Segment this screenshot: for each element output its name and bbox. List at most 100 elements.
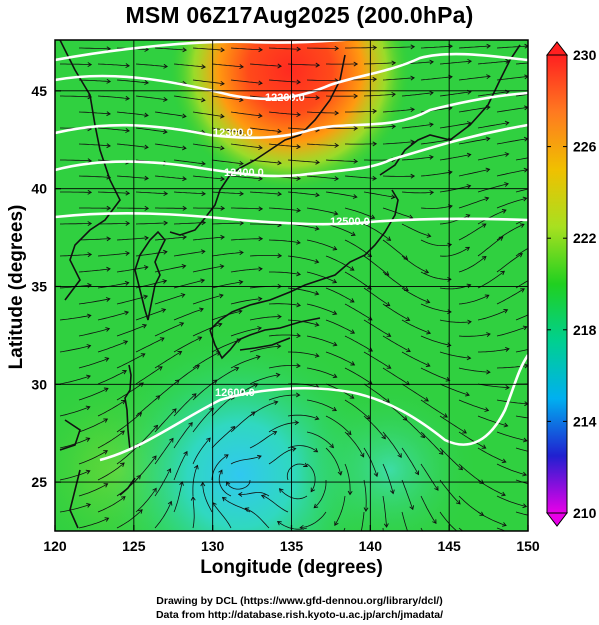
streamline-arrowhead	[294, 420, 300, 426]
x-tick-label: 125	[122, 538, 146, 554]
streamline	[230, 111, 262, 117]
streamline-arrowhead	[332, 341, 338, 347]
streamline	[515, 247, 528, 257]
colorbar-tick-label: 214	[573, 413, 597, 429]
streamline	[306, 335, 337, 346]
streamline	[173, 422, 193, 449]
streamline-arrowhead	[543, 344, 547, 348]
streamline	[173, 250, 205, 257]
streamline	[334, 495, 346, 526]
streamline	[97, 191, 130, 194]
streamline	[268, 303, 301, 306]
streamline	[97, 462, 125, 481]
streamline-arrowhead	[429, 90, 434, 96]
streamline	[478, 348, 510, 353]
streamline-arrowhead	[333, 210, 339, 216]
streamline-arrowhead	[221, 496, 227, 502]
streamline	[439, 154, 471, 161]
streamline-arrowhead	[350, 361, 356, 366]
streamline-arrowhead	[258, 206, 264, 212]
streamline	[135, 95, 168, 101]
streamline-arrowhead	[410, 107, 415, 113]
streamline	[401, 319, 431, 334]
streamline	[458, 294, 489, 305]
streamline-arrowhead	[313, 503, 319, 509]
streamline-arrowhead	[87, 158, 93, 164]
streamline-arrowhead	[258, 80, 263, 86]
streamline	[439, 415, 467, 434]
streamline-arrowhead	[410, 173, 416, 179]
streamline-arrowhead	[504, 182, 509, 187]
streamline	[458, 138, 490, 145]
streamline-arrowhead	[103, 483, 109, 488]
streamline	[202, 482, 213, 513]
streamline	[439, 511, 458, 531]
streamline-arrowhead	[122, 369, 127, 375]
x-tick-label: 145	[437, 538, 461, 554]
streamline-arrowhead	[219, 264, 225, 270]
streamline	[154, 468, 171, 497]
streamline	[306, 431, 334, 448]
streamline	[78, 388, 109, 401]
streamline-arrowhead	[467, 58, 472, 64]
streamlines	[59, 43, 547, 531]
streamline	[401, 223, 431, 237]
streamline	[268, 334, 301, 337]
streamline-arrowhead	[215, 351, 221, 356]
streamline-arrowhead	[163, 220, 169, 226]
streamline	[116, 175, 149, 179]
streamline	[458, 256, 487, 273]
streamline	[439, 214, 470, 225]
streamline-arrowhead	[539, 240, 543, 244]
streamline	[477, 236, 504, 257]
streamline	[306, 143, 339, 146]
streamline	[477, 447, 506, 463]
streamline	[230, 356, 261, 369]
streamline-arrowhead	[425, 362, 431, 367]
streamline	[192, 175, 225, 180]
streamline	[212, 502, 232, 529]
streamline	[287, 63, 320, 66]
streamline-arrowhead	[182, 113, 187, 119]
streamline-arrowhead	[179, 322, 185, 327]
streamline	[192, 323, 222, 337]
streamline	[458, 431, 486, 449]
streamline	[154, 501, 172, 529]
streamline	[344, 335, 373, 352]
streamline	[439, 447, 463, 470]
streamline-arrowhead	[105, 327, 111, 332]
streamline	[306, 79, 339, 82]
streamline	[173, 191, 206, 195]
streamline-arrowhead	[144, 205, 150, 211]
streamline-arrowhead	[258, 236, 264, 242]
y-tick-label: 40	[31, 181, 47, 197]
streamline	[135, 222, 168, 225]
streamline	[192, 437, 211, 465]
streamline	[401, 511, 408, 531]
streamline	[496, 106, 528, 113]
streamline-arrowhead	[220, 176, 225, 182]
streamline	[382, 463, 394, 494]
streamline-arrowhead	[434, 486, 439, 491]
streamline	[363, 351, 391, 369]
streamline-arrowhead	[142, 323, 148, 329]
streamline	[238, 492, 270, 497]
streamline-arrowhead	[313, 448, 319, 453]
streamline-arrowhead	[522, 196, 528, 202]
streamline	[458, 45, 491, 49]
streamline	[78, 418, 108, 433]
x-axis-label: Longitude (degrees)	[200, 557, 383, 578]
streamline-arrowhead	[484, 294, 490, 299]
streamline-arrowhead	[414, 470, 420, 476]
streamline	[382, 108, 415, 113]
streamline	[268, 111, 301, 116]
streamline-arrowhead	[85, 405, 91, 411]
streamline-arrowhead	[424, 269, 430, 274]
streamline	[116, 143, 149, 148]
streamline-arrowhead	[501, 458, 507, 464]
streamline-arrowhead	[105, 297, 111, 302]
streamline	[288, 351, 319, 357]
streamline-arrowhead	[181, 263, 187, 269]
streamline	[344, 463, 351, 495]
streamline	[496, 527, 507, 531]
